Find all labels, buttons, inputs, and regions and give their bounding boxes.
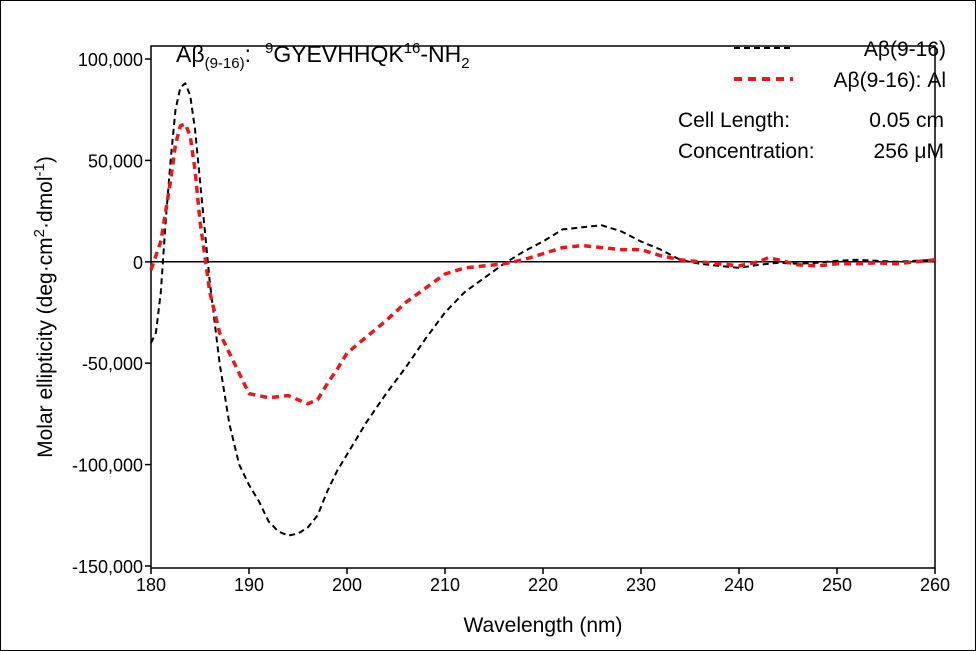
x-tick-label: 210 <box>430 575 460 595</box>
plot-area <box>150 45 936 569</box>
y-tick-label: 0 <box>133 253 143 273</box>
x-tick-label: 230 <box>626 575 656 595</box>
y-tick-label: -50,000 <box>82 354 143 374</box>
legend-label-series-2: Aβ(9-16): Al <box>834 69 946 92</box>
annotation-concentration-label: Concentration: <box>678 140 815 163</box>
y-tick-label: 50,000 <box>88 151 143 171</box>
x-tick-label: 190 <box>234 575 264 595</box>
annotation-cell-length-label: Cell Length: <box>678 109 790 132</box>
annotation-concentration-value: 256 μM <box>874 140 944 163</box>
series-line-2 <box>149 122 936 406</box>
x-axis-ticks: 180 190 200 210 220 230 240 250 260 <box>136 568 950 595</box>
y-axis-ticks: 100,000 50,000 0 -50,000 -100,000 -150,000 <box>72 50 151 577</box>
series-layer <box>149 82 936 537</box>
y-tick-label: -100,000 <box>72 456 143 476</box>
y-tick-label: 100,000 <box>78 50 143 70</box>
x-tick-label: 240 <box>724 575 754 595</box>
x-tick-label: 200 <box>332 575 362 595</box>
chart-title: Aβ(9-16): 9GYEVHHQK16-NH2 <box>176 40 470 72</box>
x-tick-label: 180 <box>136 575 166 595</box>
x-tick-label: 250 <box>822 575 852 595</box>
x-tick-label: 260 <box>920 575 950 595</box>
legend-label-series-1: Aβ(9-16) <box>864 38 946 61</box>
annotation-cell-length-value: 0.05 cm <box>869 109 944 132</box>
legend: Aβ(9-16) Aβ(9-16): Al <box>734 38 946 92</box>
y-axis-title: Molar ellipticity (deg·cm2·dmol-1) <box>31 156 57 458</box>
x-tick-label: 220 <box>528 575 558 595</box>
series-line-1 <box>150 82 936 537</box>
x-axis-title: Wavelength (nm) <box>463 614 622 637</box>
y-tick-label: -150,000 <box>72 557 143 577</box>
